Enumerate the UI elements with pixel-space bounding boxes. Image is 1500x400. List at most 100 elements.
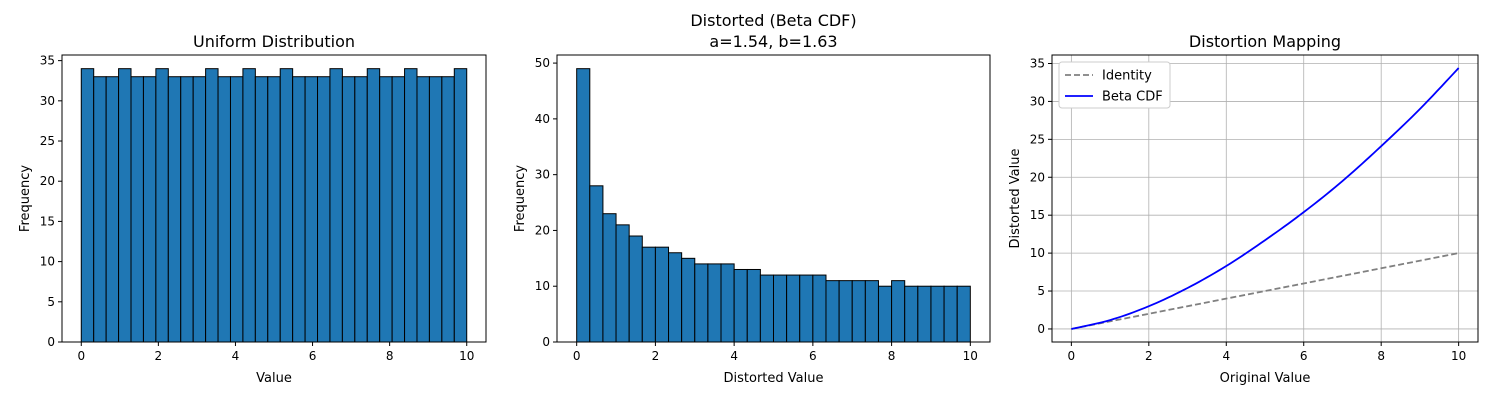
x-tick-label: 8 xyxy=(1377,349,1385,363)
histogram-bar xyxy=(167,76,182,343)
x-tick-label: 4 xyxy=(232,349,240,363)
histogram-bar xyxy=(304,76,319,343)
x-tick-label: 4 xyxy=(730,349,738,363)
chart-title: Distorted (Beta CDF) xyxy=(690,11,856,30)
chart-subtitle: a=1.54, b=1.63 xyxy=(709,32,837,51)
histogram-bar xyxy=(654,246,670,343)
histogram-bar xyxy=(759,274,774,343)
histogram-bar xyxy=(428,76,443,343)
histogram-bar xyxy=(877,285,893,343)
chart-panel-3: 0 2 4 6 8 10 0 5 10 15 20 25 30 35 Original Value Disto… xyxy=(1008,32,1479,386)
histogram-bar xyxy=(292,76,306,343)
histogram-bar xyxy=(441,76,455,343)
histogram-bar xyxy=(851,280,866,343)
x-axis-label: Value xyxy=(256,371,292,386)
histogram-bar xyxy=(105,76,120,343)
series-line-beta-cdf xyxy=(1071,67,1460,330)
y-tick-label: 0 xyxy=(47,335,55,349)
y-tick-label: 15 xyxy=(40,214,55,228)
y-axis-label: Frequency xyxy=(18,165,33,232)
histogram-bar xyxy=(681,257,696,343)
y-tick-label: 40 xyxy=(535,112,550,126)
histogram-bar xyxy=(904,285,919,343)
histogram-bar xyxy=(118,68,132,343)
plot-frame xyxy=(61,54,487,343)
histogram-bar xyxy=(279,68,294,343)
y-tick-label: 15 xyxy=(1030,208,1045,222)
x-tick-label: 8 xyxy=(888,349,896,363)
histogram-bar xyxy=(956,285,971,343)
histogram-bar xyxy=(733,268,748,343)
y-tick-label: 20 xyxy=(40,174,55,188)
histogram-bar xyxy=(217,76,231,343)
histogram-bar xyxy=(641,246,656,343)
x-tick-label: 2 xyxy=(1145,349,1153,363)
y-tick-label: 35 xyxy=(40,54,55,68)
histogram-bar xyxy=(229,76,244,343)
chart-title: Distortion Mapping xyxy=(1189,32,1341,51)
histogram-bar xyxy=(589,185,604,343)
legend: Identity Beta CDF xyxy=(1058,61,1171,109)
histogram-bar xyxy=(786,274,801,343)
histogram-bar xyxy=(329,68,343,343)
y-tick-label: 5 xyxy=(47,295,55,309)
chart-panel-2: 0 2 4 6 8 10 0 10 20 30 40 50 Distorted Value Frequen… xyxy=(513,11,991,386)
x-tick-label: 4 xyxy=(1222,349,1230,363)
histogram-bar xyxy=(404,68,418,343)
y-tick-label: 10 xyxy=(535,279,550,293)
histogram-bar xyxy=(142,76,157,343)
histogram-bar xyxy=(615,224,630,343)
x-tick-label: 2 xyxy=(155,349,163,363)
y-tick-label: 20 xyxy=(1030,170,1045,184)
x-axis-label: Distorted Value xyxy=(724,371,824,386)
y-tick-label: 50 xyxy=(535,56,550,70)
histogram-bar xyxy=(707,263,722,343)
x-tick-label: 0 xyxy=(77,349,85,363)
histogram-bar xyxy=(891,280,906,343)
histogram-bar xyxy=(799,274,814,343)
y-tick-label: 0 xyxy=(1037,322,1045,336)
y-tick-label: 20 xyxy=(535,223,550,237)
histogram-bar xyxy=(130,76,144,343)
histogram-bar xyxy=(155,68,169,343)
histogram-bar xyxy=(391,76,406,343)
y-tick-label: 5 xyxy=(1037,284,1045,298)
y-tick-label: 25 xyxy=(40,134,55,148)
y-axis-label: Distorted Value xyxy=(1008,149,1023,249)
histogram-bar xyxy=(317,76,331,343)
histogram-bar xyxy=(720,263,735,343)
histogram-bar xyxy=(205,68,219,343)
histogram-bar xyxy=(917,285,932,343)
histogram-bar xyxy=(366,68,381,343)
histogram-bar xyxy=(379,76,393,343)
histogram-bar xyxy=(254,76,269,343)
x-axis-label: Original Value xyxy=(1220,371,1311,386)
x-tick-label: 10 xyxy=(1451,349,1466,363)
histogram-bar xyxy=(864,280,879,343)
y-tick-label: 10 xyxy=(40,255,55,269)
x-tick-label: 6 xyxy=(1300,349,1308,363)
x-tick-label: 0 xyxy=(1068,349,1076,363)
histogram-bar xyxy=(180,76,194,343)
y-tick-label: 30 xyxy=(535,168,550,182)
histogram-bar xyxy=(838,280,853,343)
legend-label: Identity xyxy=(1102,69,1152,84)
histogram-bar xyxy=(746,268,761,343)
histogram-bar xyxy=(812,274,827,343)
series-line-identity xyxy=(1071,252,1459,330)
histogram-bar xyxy=(825,280,840,343)
histogram-bar xyxy=(943,285,958,343)
x-tick-label: 8 xyxy=(386,349,394,363)
y-tick-label: 30 xyxy=(40,94,55,108)
chart-panel-1: 0 2 4 6 8 10 0 5 10 15 20 25 30 35 Value Frequency Unifo… xyxy=(18,32,487,386)
histogram-bar xyxy=(602,213,617,343)
y-tick-label: 25 xyxy=(1030,132,1045,146)
histogram-bar xyxy=(773,274,788,343)
histogram-bar xyxy=(576,68,591,343)
histogram-bar xyxy=(242,68,256,343)
x-tick-label: 6 xyxy=(809,349,817,363)
plot-frame xyxy=(1051,54,1479,343)
y-tick-label: 10 xyxy=(1030,246,1045,260)
x-tick-label: 2 xyxy=(652,349,660,363)
